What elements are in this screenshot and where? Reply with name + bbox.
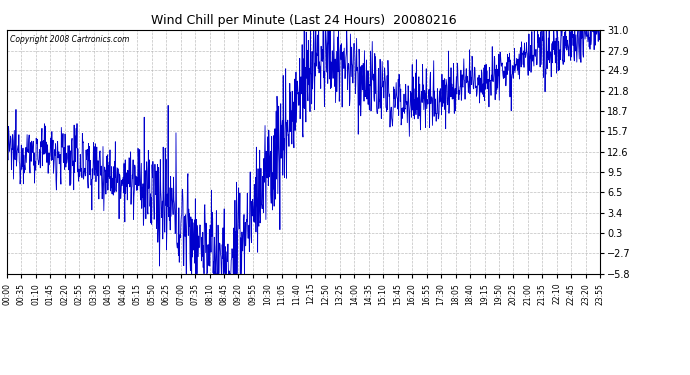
Text: Copyright 2008 Cartronics.com: Copyright 2008 Cartronics.com bbox=[10, 35, 129, 44]
Title: Wind Chill per Minute (Last 24 Hours)  20080216: Wind Chill per Minute (Last 24 Hours) 20… bbox=[151, 15, 456, 27]
